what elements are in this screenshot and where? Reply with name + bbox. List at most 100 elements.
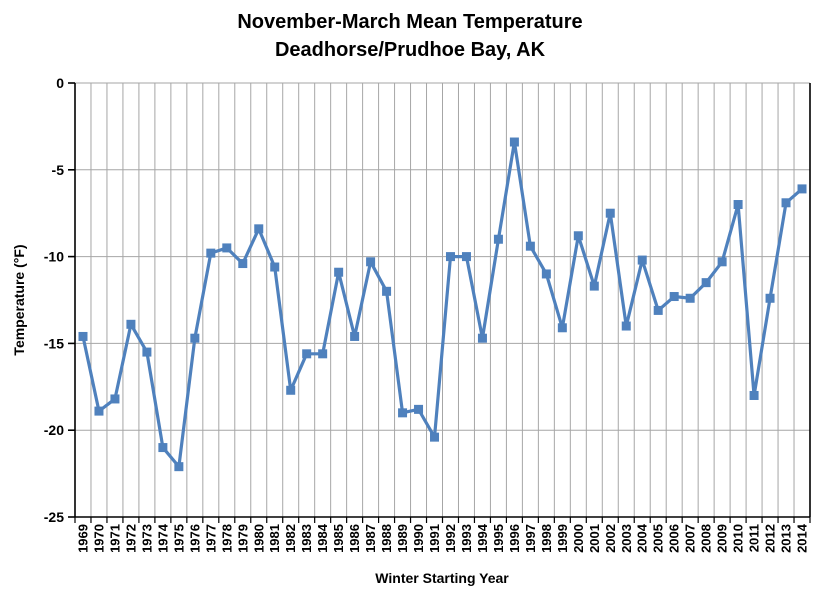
x-tick-label: 2001 xyxy=(587,524,602,553)
data-point-marker xyxy=(509,137,519,147)
data-point-marker xyxy=(158,443,168,453)
y-tick-label: -20 xyxy=(44,422,64,438)
x-tick-label: 1972 xyxy=(123,524,138,553)
x-tick-label: 1980 xyxy=(251,524,266,553)
x-tick-label: 1984 xyxy=(315,523,330,553)
data-point-marker xyxy=(366,257,376,267)
data-point-marker xyxy=(621,321,631,331)
data-point-marker xyxy=(206,248,216,258)
data-point-marker xyxy=(781,198,791,208)
x-tick-label: 1983 xyxy=(299,524,314,553)
data-point-marker xyxy=(541,269,551,279)
x-tick-label: 1997 xyxy=(523,524,538,553)
data-point-marker xyxy=(126,319,136,329)
y-tick-label: -5 xyxy=(52,162,65,178)
data-point-marker xyxy=(701,278,711,288)
data-point-marker xyxy=(557,323,567,333)
data-point-marker xyxy=(733,200,743,210)
data-point-marker xyxy=(78,331,88,341)
x-tick-label: 2012 xyxy=(763,524,778,553)
x-tick-label: 1998 xyxy=(539,524,554,553)
y-tick-label: -15 xyxy=(44,335,64,351)
x-tick-label: 1995 xyxy=(491,524,506,553)
data-point-marker xyxy=(270,262,280,272)
data-point-marker xyxy=(749,390,759,400)
data-point-marker xyxy=(573,231,583,241)
x-tick-label: 2004 xyxy=(635,523,650,553)
x-tick-label: 1992 xyxy=(443,524,458,553)
y-axis-title: Temperature (°F) xyxy=(11,244,27,355)
y-tick-label: -10 xyxy=(44,249,64,265)
data-point-marker xyxy=(765,293,775,303)
x-tick-label: 1978 xyxy=(219,524,234,553)
x-tick-label: 1973 xyxy=(139,524,154,553)
data-point-marker xyxy=(174,462,184,472)
x-tick-label: 1986 xyxy=(347,524,362,553)
x-tick-label: 2007 xyxy=(683,524,698,553)
data-point-marker xyxy=(238,259,248,269)
x-tick-label: 1991 xyxy=(427,524,442,553)
data-point-marker xyxy=(302,349,312,359)
x-tick-label: 1999 xyxy=(555,524,570,553)
x-tick-label: 1976 xyxy=(187,524,202,553)
x-tick-label: 2009 xyxy=(715,524,730,553)
x-tick-label: 1989 xyxy=(395,524,410,553)
x-axis-title: Winter Starting Year xyxy=(375,570,509,586)
data-point-marker xyxy=(717,257,727,267)
chart-subtitle: Deadhorse/Prudhoe Bay, AK xyxy=(275,39,546,61)
x-tick-label: 2013 xyxy=(779,524,794,553)
data-point-marker xyxy=(797,184,807,194)
data-point-marker xyxy=(685,293,695,303)
x-tick-label: 2011 xyxy=(747,524,762,552)
data-point-marker xyxy=(142,347,152,357)
x-tick-label: 2000 xyxy=(571,524,586,553)
data-point-marker xyxy=(318,349,328,359)
data-point-marker xyxy=(110,394,120,404)
x-tick-label: 1994 xyxy=(475,523,490,553)
data-point-marker xyxy=(477,333,487,343)
data-point-marker xyxy=(334,267,344,277)
x-tick-label: 1985 xyxy=(331,524,346,553)
x-tick-label: 1974 xyxy=(155,523,170,553)
x-tick-label: 1975 xyxy=(171,524,186,553)
x-tick-label: 1981 xyxy=(267,524,282,553)
data-point-marker xyxy=(445,252,455,262)
data-point-marker xyxy=(461,252,471,262)
data-point-marker xyxy=(605,208,615,218)
x-tick-label: 2002 xyxy=(603,524,618,553)
y-tick-label: -25 xyxy=(44,509,64,525)
x-tick-label: 2014 xyxy=(795,523,810,553)
data-point-marker xyxy=(190,333,200,343)
x-tick-label: 1982 xyxy=(283,524,298,553)
data-point-marker xyxy=(637,255,647,265)
x-tick-label: 1988 xyxy=(379,524,394,553)
data-point-marker xyxy=(286,385,296,395)
x-tick-label: 2003 xyxy=(619,524,634,553)
x-tick-label: 1977 xyxy=(203,524,218,553)
data-point-marker xyxy=(222,243,232,253)
data-point-marker xyxy=(382,286,392,296)
data-point-marker xyxy=(430,432,440,442)
data-point-marker xyxy=(414,404,424,414)
x-tick-label: 2006 xyxy=(667,524,682,553)
y-tick-label: 0 xyxy=(56,75,64,91)
data-point-marker xyxy=(254,224,264,234)
data-point-marker xyxy=(525,241,535,251)
x-tick-label: 1996 xyxy=(507,524,522,553)
data-point-marker xyxy=(589,281,599,291)
x-tick-label: 2010 xyxy=(731,524,746,553)
x-tick-label: 1990 xyxy=(411,524,426,553)
x-tick-label: 2008 xyxy=(699,524,714,553)
data-point-marker xyxy=(350,331,360,341)
data-point-marker xyxy=(493,234,503,244)
chart-title: November-March Mean Temperature xyxy=(237,11,582,33)
x-tick-label: 1987 xyxy=(363,524,378,553)
x-tick-label: 1969 xyxy=(75,524,90,553)
data-point-marker xyxy=(653,305,663,315)
data-point-marker xyxy=(669,292,679,302)
x-tick-label: 1970 xyxy=(91,524,106,553)
data-point-marker xyxy=(398,408,408,418)
